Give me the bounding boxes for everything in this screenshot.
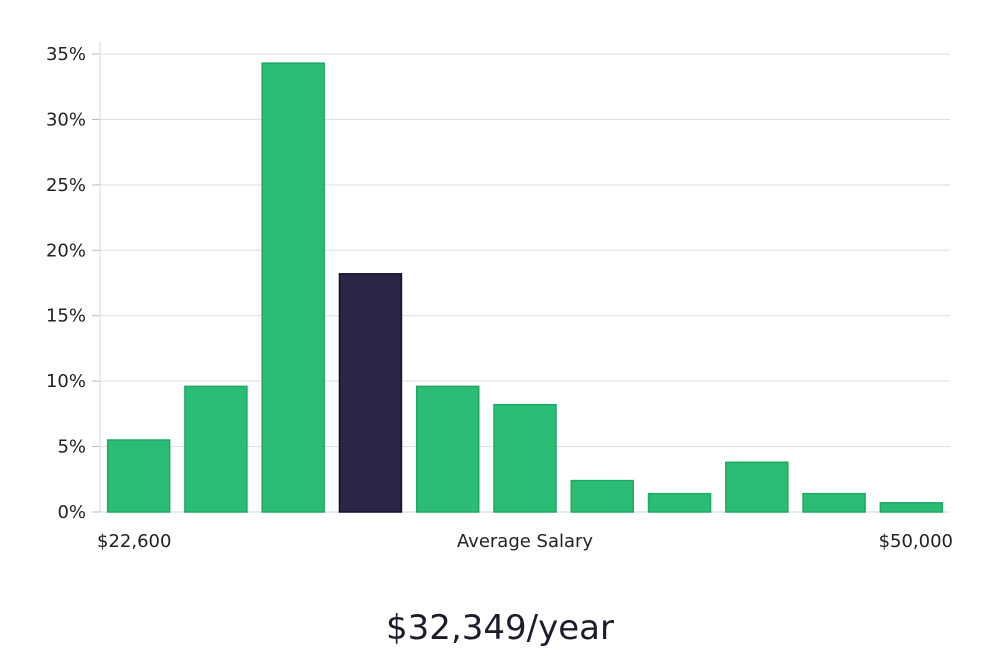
x-axis-title: Average Salary: [457, 531, 594, 552]
y-tick-label: 30%: [46, 109, 86, 130]
y-tick-label: 10%: [46, 371, 86, 392]
salary-histogram: 0% 5% 10% 15% 20% 25% 30% 35% $22,600 Average S…: [46, 42, 953, 552]
y-tick-labels: 0% 5% 10% 15% 20% 25% 30% 35%: [46, 44, 86, 523]
bar: [879, 502, 944, 513]
bar: [106, 439, 171, 513]
salary-headline: $32,349/year: [386, 608, 614, 648]
bar-highlighted: [338, 273, 403, 513]
y-tick-label: 0%: [57, 502, 86, 523]
bar: [415, 385, 480, 513]
bars: [106, 62, 944, 513]
y-tick-label: 25%: [46, 175, 86, 196]
y-tick-label: 15%: [46, 306, 86, 327]
x-max-label: $50,000: [879, 531, 953, 552]
bar: [725, 461, 789, 513]
bar: [261, 62, 325, 513]
y-tick-label: 5%: [57, 437, 86, 458]
bar: [493, 403, 557, 513]
x-min-label: $22,600: [97, 531, 171, 552]
bar: [184, 385, 248, 513]
y-tick-label: 20%: [46, 240, 86, 261]
bar: [802, 492, 866, 513]
bar: [570, 479, 635, 513]
y-tick-label: 35%: [46, 44, 86, 65]
bar: [647, 492, 712, 513]
